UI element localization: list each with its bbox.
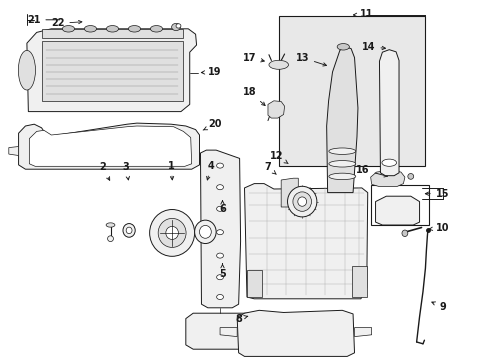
Bar bbox=[370, 185, 428, 225]
Ellipse shape bbox=[158, 219, 186, 247]
Polygon shape bbox=[375, 196, 419, 225]
Polygon shape bbox=[379, 50, 398, 176]
Ellipse shape bbox=[328, 161, 355, 167]
Polygon shape bbox=[185, 313, 250, 349]
Ellipse shape bbox=[216, 275, 223, 280]
Ellipse shape bbox=[407, 174, 413, 179]
Text: 15: 15 bbox=[425, 189, 448, 199]
Ellipse shape bbox=[165, 226, 178, 239]
Polygon shape bbox=[244, 184, 367, 299]
Ellipse shape bbox=[62, 26, 74, 32]
Text: 16: 16 bbox=[355, 165, 386, 177]
Ellipse shape bbox=[328, 173, 355, 180]
Ellipse shape bbox=[216, 206, 223, 211]
Bar bbox=[41, 29, 183, 38]
Text: 19: 19 bbox=[201, 67, 222, 77]
Text: 12: 12 bbox=[269, 150, 287, 163]
Text: 13: 13 bbox=[295, 53, 326, 66]
Text: 22: 22 bbox=[51, 18, 81, 28]
Polygon shape bbox=[220, 328, 237, 337]
Ellipse shape bbox=[292, 192, 311, 211]
Polygon shape bbox=[370, 170, 404, 186]
Text: 3: 3 bbox=[122, 162, 129, 180]
Polygon shape bbox=[19, 123, 199, 169]
Ellipse shape bbox=[176, 24, 181, 28]
Polygon shape bbox=[267, 101, 284, 118]
Polygon shape bbox=[27, 29, 196, 112]
Ellipse shape bbox=[216, 185, 223, 190]
Text: 4: 4 bbox=[206, 161, 214, 180]
Ellipse shape bbox=[19, 50, 35, 90]
Polygon shape bbox=[246, 270, 261, 297]
Text: 18: 18 bbox=[242, 87, 264, 105]
Text: 1: 1 bbox=[167, 161, 174, 180]
Polygon shape bbox=[29, 126, 191, 166]
Ellipse shape bbox=[381, 159, 396, 166]
Ellipse shape bbox=[297, 197, 306, 206]
Ellipse shape bbox=[337, 44, 348, 50]
Polygon shape bbox=[326, 47, 357, 193]
Text: 10: 10 bbox=[428, 222, 448, 233]
Ellipse shape bbox=[216, 294, 223, 300]
Bar bbox=[41, 41, 183, 101]
Text: 6: 6 bbox=[219, 201, 225, 214]
Bar bbox=[278, 16, 425, 166]
Polygon shape bbox=[9, 147, 19, 156]
Ellipse shape bbox=[216, 230, 223, 235]
Ellipse shape bbox=[84, 26, 96, 32]
Ellipse shape bbox=[216, 163, 223, 168]
Text: 2: 2 bbox=[99, 162, 109, 180]
Text: 17: 17 bbox=[242, 53, 264, 63]
Text: 11: 11 bbox=[353, 9, 373, 19]
Ellipse shape bbox=[107, 236, 113, 242]
Ellipse shape bbox=[194, 220, 216, 244]
Polygon shape bbox=[351, 266, 366, 297]
Text: 20: 20 bbox=[203, 119, 222, 130]
Ellipse shape bbox=[401, 230, 407, 237]
Ellipse shape bbox=[287, 186, 316, 217]
Ellipse shape bbox=[199, 225, 211, 238]
Ellipse shape bbox=[150, 26, 162, 32]
Polygon shape bbox=[200, 150, 240, 308]
Ellipse shape bbox=[106, 223, 115, 227]
Polygon shape bbox=[237, 310, 354, 356]
Text: 9: 9 bbox=[431, 302, 445, 312]
Ellipse shape bbox=[328, 148, 355, 154]
Polygon shape bbox=[354, 328, 371, 337]
Text: 7: 7 bbox=[264, 162, 276, 174]
Ellipse shape bbox=[171, 23, 180, 31]
Text: 14: 14 bbox=[361, 42, 385, 52]
Ellipse shape bbox=[216, 253, 223, 258]
Ellipse shape bbox=[268, 60, 288, 69]
Text: 8: 8 bbox=[235, 314, 247, 324]
Text: 5: 5 bbox=[219, 264, 225, 279]
Ellipse shape bbox=[128, 26, 141, 32]
Ellipse shape bbox=[126, 227, 132, 234]
Polygon shape bbox=[281, 178, 298, 207]
Ellipse shape bbox=[149, 210, 194, 256]
Ellipse shape bbox=[123, 224, 135, 237]
Ellipse shape bbox=[106, 26, 119, 32]
Text: 21: 21 bbox=[27, 15, 60, 25]
